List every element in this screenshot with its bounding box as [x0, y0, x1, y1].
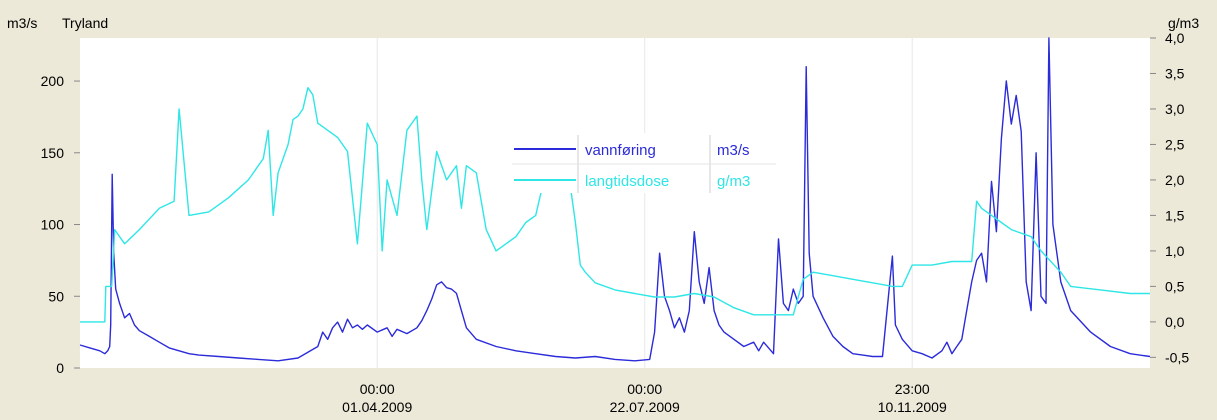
left-axis: 0 50 100 150 200 [41, 73, 80, 376]
right-tick-label: 0,0 [1165, 314, 1185, 330]
left-tick-label: 100 [41, 217, 65, 233]
right-tick-label: 4,0 [1165, 30, 1185, 46]
legend-box [510, 133, 778, 193]
legend: vannføring m3/s langtidsdose g/m3 [510, 133, 778, 193]
station-name: Tryland [62, 15, 108, 31]
grid-lines [376, 38, 913, 368]
series-line-vannforing [79, 37, 1151, 362]
right-tick-label: 1,5 [1165, 207, 1185, 223]
series-line-langtidsdose [80, 86, 1150, 323]
right-tick-label: 1,0 [1165, 243, 1185, 259]
plot-area [80, 38, 1150, 368]
legend-unit-langtidsdose: g/m3 [717, 173, 750, 190]
right-tick-label: -0,5 [1165, 349, 1189, 365]
right-tick-label: 2,0 [1165, 172, 1185, 188]
x-tick-time: 00:00 [627, 381, 662, 397]
left-axis-title: m3/s [7, 15, 37, 31]
x-tick-date: 22.07.2009 [610, 399, 680, 415]
series-layer [79, 37, 1151, 362]
x-tick-time: 00:00 [360, 381, 395, 397]
right-tick-label: 2,5 [1165, 136, 1185, 152]
legend-unit-vannforing: m3/s [717, 142, 750, 159]
right-tick-label: 0,5 [1165, 278, 1185, 294]
right-tick-label: 3,5 [1165, 65, 1185, 81]
x-tick-date: 10.11.2009 [878, 399, 947, 415]
x-tick-time: 23:00 [895, 381, 930, 397]
left-tick-label: 0 [56, 360, 64, 376]
left-tick-label: 200 [41, 73, 65, 89]
left-tick-label: 150 [41, 145, 65, 161]
legend-label-vannforing: vannføring [585, 142, 656, 159]
right-tick-label: 3,0 [1165, 101, 1185, 117]
x-tick-date: 01.04.2009 [342, 399, 412, 415]
legend-label-langtidsdose: langtidsdose [585, 173, 669, 190]
left-tick-label: 50 [48, 288, 64, 304]
right-axis-title: g/m3 [1168, 15, 1199, 31]
x-axis: 00:00 01.04.2009 00:00 22.07.2009 23:00 10.11… [342, 381, 947, 415]
right-axis: -0,5 0,0 0,5 1,0 1,5 2,0 2,5 3,0 3,5 4,0 [1150, 30, 1189, 365]
